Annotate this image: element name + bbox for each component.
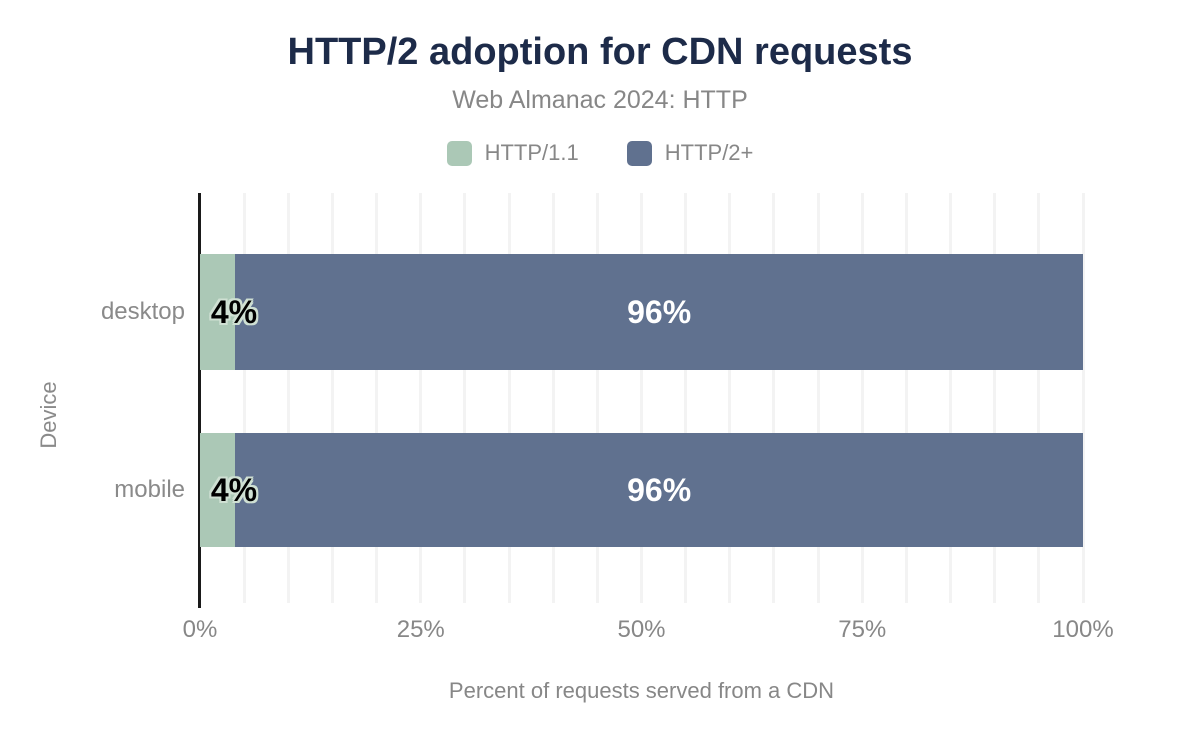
plot-area: 4% 96% 4% 96%: [198, 193, 1085, 608]
legend-item-http-2-: HTTP/2+: [626, 140, 754, 166]
x-axis-title: Percent of requests served from a CDN: [448, 678, 835, 703]
legend-swatch: [446, 140, 472, 166]
gridline: [375, 193, 379, 603]
chart-subtitle: Web Almanac 2024: HTTP: [452, 86, 748, 114]
gridline: [507, 193, 511, 603]
gridline: [286, 193, 290, 603]
gridline: [816, 193, 820, 603]
bar-row-mobile: 4% 96%: [200, 433, 1083, 547]
gridline: [1081, 193, 1085, 603]
gridline: [419, 193, 423, 603]
legend-item-http-1-1: HTTP/1.1: [446, 140, 579, 166]
bar-row-desktop: 4% 96%: [200, 254, 1083, 370]
gridline: [860, 193, 864, 603]
bar-segment-desktop-http-1-1: [200, 254, 236, 370]
gridline: [904, 193, 908, 603]
category-label-mobile: mobile: [114, 476, 185, 503]
gridline: [551, 193, 555, 603]
gridline: [772, 193, 776, 603]
bar-segment-desktop-http-2-: [235, 254, 1083, 370]
bar-value-label-desktop-http-1-1: 4%: [210, 294, 258, 330]
x-tick-label-0: 0%: [182, 616, 218, 643]
gridline: [330, 193, 334, 603]
bar-value-label-mobile-http-1-1: 4%: [210, 472, 258, 508]
gridline: [728, 193, 732, 603]
gridline: [1037, 193, 1041, 603]
gridline: [463, 193, 467, 603]
gridline: [640, 193, 643, 603]
category-label-desktop: desktop: [100, 298, 185, 325]
legend-swatch: [626, 140, 652, 166]
y-axis-title: Device: [36, 381, 61, 449]
bar-segment-mobile-http-2-: [235, 433, 1083, 547]
x-tick-label-25: 25%: [396, 616, 445, 643]
bar-value-label-desktop-http-2-: 96%: [627, 294, 692, 330]
gridline: [242, 193, 246, 603]
gridline: [993, 193, 997, 603]
gridline: [684, 193, 688, 603]
y-axis-line: [198, 193, 201, 608]
gridline: [949, 193, 953, 603]
legend-label: HTTP/2+: [664, 140, 754, 165]
legend-label: HTTP/1.1: [484, 140, 579, 165]
bar-segment-mobile-http-1-1: [200, 433, 236, 547]
chart-title: HTTP/2 adoption for CDN requests: [287, 31, 913, 73]
x-tick-label-75: 75%: [838, 616, 887, 643]
x-tick-label-100: 100%: [1052, 616, 1114, 643]
legend: HTTP/1.1 HTTP/2+: [0, 140, 1200, 166]
x-tick-label-50: 50%: [617, 616, 666, 643]
bar-value-label-mobile-http-2-: 96%: [627, 472, 692, 508]
gridline: [595, 193, 599, 603]
